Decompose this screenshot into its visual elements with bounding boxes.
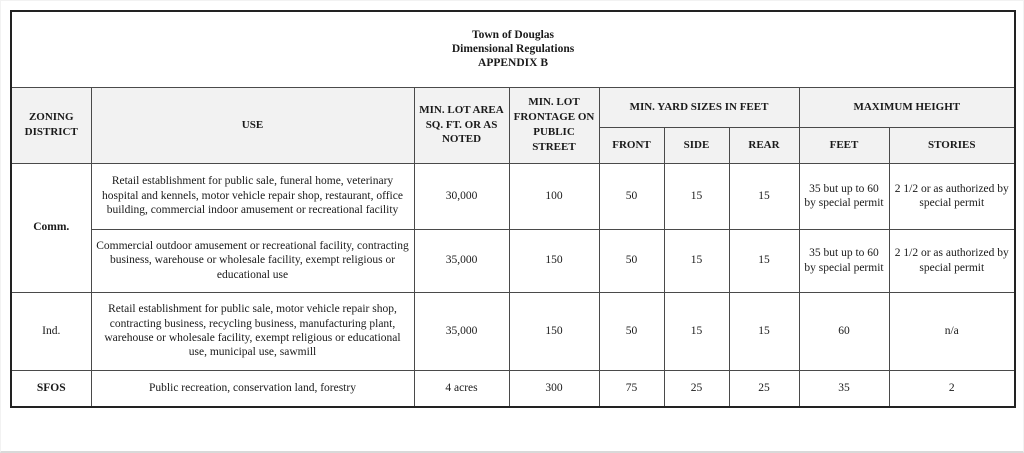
title-line-2: Dimensional Regulations [451, 43, 575, 56]
title-row: Town of Douglas Dimensional Regulations … [10, 10, 1016, 88]
table-row: Comm. Retail establishment for public sa… [10, 162, 1016, 293]
header-side: SIDE [663, 126, 730, 164]
side-yard-cell: 15 [663, 162, 730, 230]
min-lot-area-cell: 35,000 [413, 291, 510, 371]
use-cell: Retail establishment for public sale, fu… [90, 162, 415, 230]
header-stories: STORIES [888, 126, 1016, 164]
title-line-3: APPENDIX B [478, 57, 548, 70]
header-rear: REAR [728, 126, 800, 164]
height-stories-cell: 2 1/2 or as authorized by special permit [888, 228, 1016, 293]
front-yard-cell: 75 [598, 369, 665, 408]
header-group-row: ZONING DISTRICT USE MIN. LOT AREA SQ. FT… [10, 86, 1016, 164]
height-stories-cell: 2 1/2 or as authorized by special permit [888, 162, 1016, 230]
table-row: Ind. Retail establishment for public sal… [10, 291, 1016, 371]
header-front: FRONT [598, 126, 665, 164]
use-cell: Public recreation, conservation land, fo… [90, 369, 415, 408]
header-sub-row: FRONT SIDE REAR FEET STORIES [11, 126, 1016, 164]
height-feet-cell: 35 but up to 60 by special permit [798, 228, 890, 293]
table-row: Commercial outdoor amusement or recreati… [11, 228, 1016, 293]
header-zoning-district: ZONING DISTRICT [10, 86, 92, 164]
table-row: SFOS Public recreation, conservation lan… [10, 369, 1016, 408]
header-min-lot-area: MIN. LOT AREA SQ. FT. OR AS NOTED [413, 86, 510, 164]
district-cell-comm: Comm. [10, 162, 92, 293]
use-cell: Commercial outdoor amusement or recreati… [90, 228, 415, 293]
height-feet-cell: 35 but up to 60 by special permit [798, 162, 890, 230]
min-lot-area-cell: 35,000 [413, 228, 510, 293]
front-yard-cell: 50 [598, 291, 665, 371]
frontage-cell: 150 [508, 291, 600, 371]
header-min-lot-frontage: MIN. LOT FRONTAGE ON PUBLIC STREET [508, 86, 600, 164]
min-lot-area-cell: 30,000 [413, 162, 510, 230]
dimensional-regulations-table: Town of Douglas Dimensional Regulations … [10, 10, 1017, 408]
rear-yard-cell: 15 [728, 228, 800, 293]
height-feet-cell: 35 [798, 369, 890, 408]
rear-yard-cell: 25 [728, 369, 800, 408]
height-feet-cell: 60 [798, 291, 890, 371]
side-yard-cell: 15 [663, 228, 730, 293]
use-cell: Retail establishment for public sale, mo… [90, 291, 415, 371]
header-use: USE [90, 86, 415, 164]
header-maximum-height-group: MAXIMUM HEIGHT [798, 86, 1016, 128]
district-cell-sfos: SFOS [10, 369, 92, 408]
title-line-1: Town of Douglas [472, 28, 555, 41]
frontage-cell: 100 [508, 162, 600, 230]
frontage-cell: 300 [508, 369, 600, 408]
side-yard-cell: 25 [663, 369, 730, 408]
district-cell-ind: Ind. [10, 291, 92, 371]
front-yard-cell: 50 [598, 162, 665, 230]
side-yard-cell: 15 [663, 291, 730, 371]
rear-yard-cell: 15 [728, 291, 800, 371]
height-stories-cell: 2 [888, 369, 1016, 408]
rear-yard-cell: 15 [728, 162, 800, 230]
min-lot-area-cell: 4 acres [413, 369, 510, 408]
height-stories-cell: n/a [888, 291, 1016, 371]
front-yard-cell: 50 [598, 228, 665, 293]
frontage-cell: 150 [508, 228, 600, 293]
header-feet: FEET [798, 126, 890, 164]
header-min-yard-sizes-group: MIN. YARD SIZES IN FEET [598, 86, 800, 128]
table-title: Town of Douglas Dimensional Regulations … [10, 10, 1016, 88]
